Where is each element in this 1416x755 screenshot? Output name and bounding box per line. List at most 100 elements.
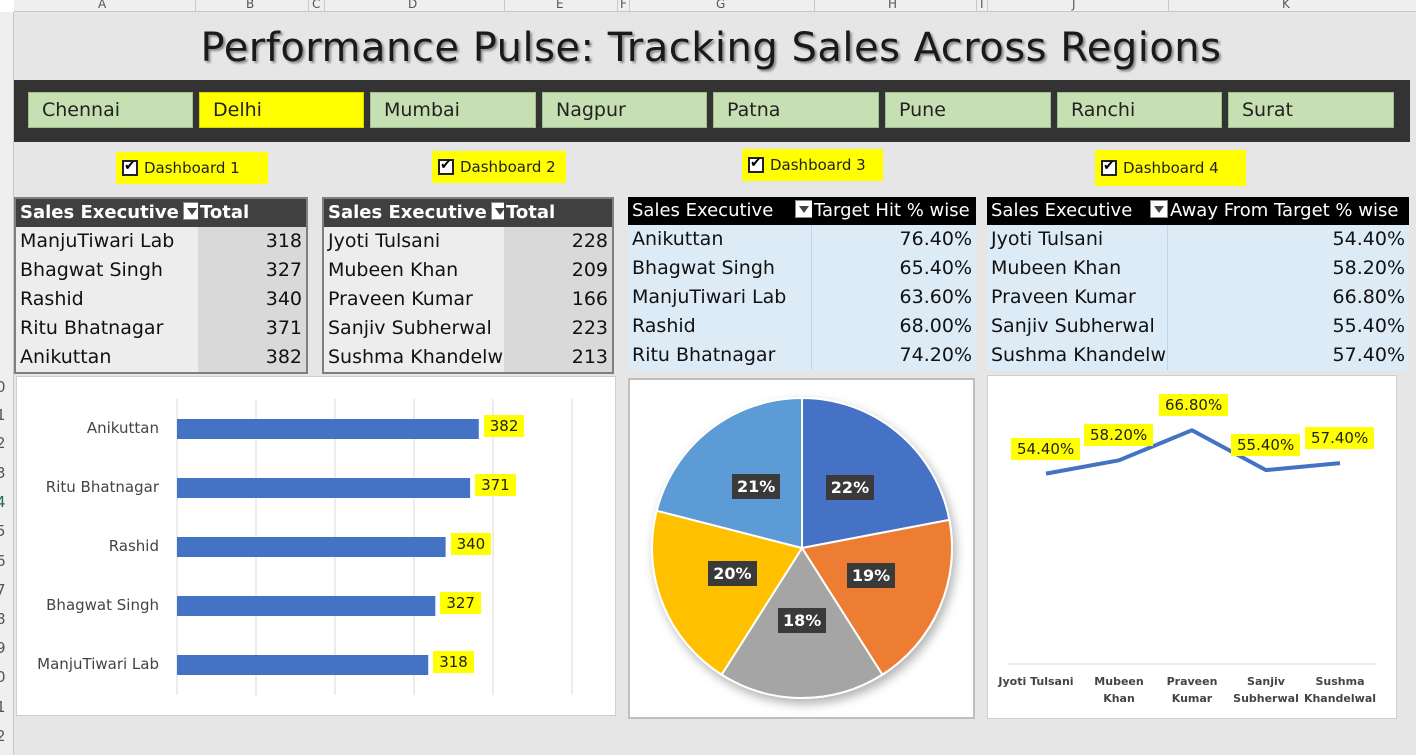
cell-value[interactable]: 58.20% (1332, 257, 1405, 279)
cell-name[interactable]: ManjuTiwari Lab (628, 283, 812, 312)
cell-value[interactable]: 318 (198, 227, 306, 256)
row-label[interactable]: 2 (0, 434, 6, 452)
cell-name[interactable]: Jyoti Tulsani (987, 225, 1168, 254)
cell-name[interactable]: Mubeen Khan (987, 254, 1168, 283)
cell-value[interactable]: 74.20% (899, 344, 972, 366)
column-label-h[interactable]: H (888, 0, 898, 11)
slicer-item-delhi[interactable]: Delhi (199, 92, 364, 128)
cell-value[interactable]: 382 (198, 343, 306, 372)
cell-name[interactable]: Praveen Kumar (328, 288, 473, 310)
pie-slice-5[interactable] (655, 396, 803, 550)
column-label-e[interactable]: E (556, 0, 564, 11)
cell-name[interactable]: Sushma Khandelwa (987, 341, 1168, 370)
row-label[interactable]: 9 (0, 639, 6, 657)
cell-value[interactable]: 63.60% (899, 286, 972, 308)
cell-value[interactable]: 68.00% (899, 315, 972, 337)
column-label-j[interactable]: J (1072, 0, 1076, 11)
bar-rashid[interactable] (177, 537, 446, 557)
cell-value[interactable]: 55.40% (1332, 315, 1405, 337)
cell-value[interactable]: 65.40% (899, 257, 972, 279)
cell-value[interactable]: 76.40% (899, 228, 972, 250)
dashboard-4-checkbox[interactable]: Dashboard 4 (1095, 150, 1246, 186)
column-label-f[interactable]: F (620, 0, 627, 11)
column-label-i[interactable]: I (980, 0, 984, 11)
cell-name[interactable]: Rashid (628, 312, 812, 341)
cell-name[interactable]: Ritu Bhatnagar (20, 317, 164, 339)
cell-name[interactable]: Bhagwat Singh (20, 259, 163, 281)
cell-value[interactable]: 57.40% (1332, 344, 1405, 366)
cell-name[interactable]: Anikuttan (20, 346, 112, 368)
away-from-target-line[interactable] (1045, 428, 1341, 476)
cell-value[interactable]: 66.80% (1332, 286, 1405, 308)
cell-value[interactable]: 223 (504, 314, 612, 343)
cell-value[interactable]: 371 (198, 314, 306, 343)
checkbox-label: Dashboard 4 (1123, 159, 1219, 177)
filter-dropdown-icon[interactable] (795, 200, 812, 218)
dashboard-2-checkbox[interactable]: Dashboard 2 (432, 151, 566, 183)
bar-ritu-bhatnagar[interactable] (177, 478, 471, 498)
cell-name[interactable]: Mubeen Khan (328, 259, 459, 281)
row-label[interactable]: 0 (0, 378, 6, 396)
cell-name[interactable]: ManjuTiwari Lab (20, 230, 175, 252)
bar-anikuttan[interactable] (177, 419, 479, 439)
cell-name[interactable]: Rashid (20, 288, 84, 310)
sales-bar-chart[interactable]: Anikuttan 382 Ritu Bhatnagar 371 Rashid 340 Bh… (16, 376, 616, 716)
dashboard-1-checkbox[interactable]: Dashboard 1 (116, 152, 268, 184)
pie-slice-2[interactable] (800, 518, 953, 677)
bar-manjutiwari-lab[interactable] (177, 655, 429, 675)
row-label[interactable]: 8 (0, 610, 6, 628)
row-label[interactable]: 1 (0, 698, 6, 716)
cell-name[interactable]: Sushma Khandelwa (328, 346, 504, 368)
cell-value[interactable]: 327 (198, 256, 306, 285)
slicer-item-nagpur[interactable]: Nagpur (542, 92, 707, 128)
header-sales-executive: Sales Executive (20, 202, 179, 223)
column-label-b[interactable]: B (246, 0, 255, 11)
slicer-item-mumbai[interactable]: Mumbai (370, 92, 536, 128)
category-label: Sushma Khandelwal (1302, 673, 1378, 707)
cell-name[interactable]: Anikuttan (628, 225, 812, 254)
table-row: Mubeen Khan 209 (324, 256, 612, 285)
cell-name[interactable]: Praveen Kumar (987, 283, 1168, 312)
cell-value[interactable]: 340 (198, 285, 306, 314)
cell-value[interactable]: 213 (504, 343, 612, 372)
pie-slice-1[interactable] (801, 396, 951, 550)
pie-slice-4[interactable] (651, 509, 804, 677)
row-label[interactable]: 6 (0, 552, 6, 570)
dashboard-3-checkbox[interactable]: Dashboard 3 (742, 149, 883, 181)
cell-name[interactable]: Sanjiv Subherwal (328, 317, 492, 339)
slicer-item-pune[interactable]: Pune (885, 92, 1051, 128)
column-label-c[interactable]: C (312, 0, 321, 11)
column-label-g[interactable]: G (716, 0, 726, 11)
data-label: 66.80% (1159, 394, 1229, 417)
cell-name[interactable]: Jyoti Tulsani (328, 230, 441, 252)
row-label[interactable]: 3 (0, 464, 6, 482)
bar-bhagwat-singh[interactable] (177, 596, 436, 616)
row-label[interactable]: 7 (0, 581, 6, 599)
cell-value[interactable]: 166 (504, 285, 612, 314)
slicer-item-surat[interactable]: Surat (1228, 92, 1394, 128)
cell-value[interactable]: 54.40% (1332, 228, 1405, 250)
filter-dropdown-icon[interactable] (490, 202, 504, 220)
filter-dropdown-icon[interactable] (1150, 200, 1168, 218)
away-from-target-table: Sales Executive Away From Target % wise … (987, 197, 1409, 370)
column-label-a[interactable]: A (98, 0, 107, 11)
column-separator (324, 0, 325, 12)
cell-value[interactable]: 228 (504, 227, 612, 256)
row-label-selected[interactable]: 4 (0, 493, 6, 511)
away-from-target-line-chart[interactable]: 54.40% Jyoti Tulsani 58.20% Mubeen Khan 66.80… (987, 375, 1397, 719)
column-label-k[interactable]: K (1282, 0, 1290, 11)
row-label[interactable]: 2 (0, 727, 6, 745)
filter-dropdown-icon[interactable] (182, 202, 198, 220)
slicer-item-patna[interactable]: Patna (713, 92, 879, 128)
cell-name[interactable]: Ritu Bhatnagar (628, 341, 812, 370)
row-label[interactable]: 1 (0, 406, 6, 424)
cell-name[interactable]: Bhagwat Singh (628, 254, 812, 283)
cell-value[interactable]: 209 (504, 256, 612, 285)
slicer-item-ranchi[interactable]: Ranchi (1057, 92, 1222, 128)
column-label-d[interactable]: D (408, 0, 418, 11)
target-hit-pie-chart[interactable]: 22% 19% 18% 20% 21% (628, 378, 975, 719)
cell-name[interactable]: Sanjiv Subherwal (987, 312, 1168, 341)
row-label[interactable]: 0 (0, 668, 6, 686)
slicer-item-chennai[interactable]: Chennai (28, 92, 193, 128)
row-label[interactable]: 5 (0, 522, 6, 540)
